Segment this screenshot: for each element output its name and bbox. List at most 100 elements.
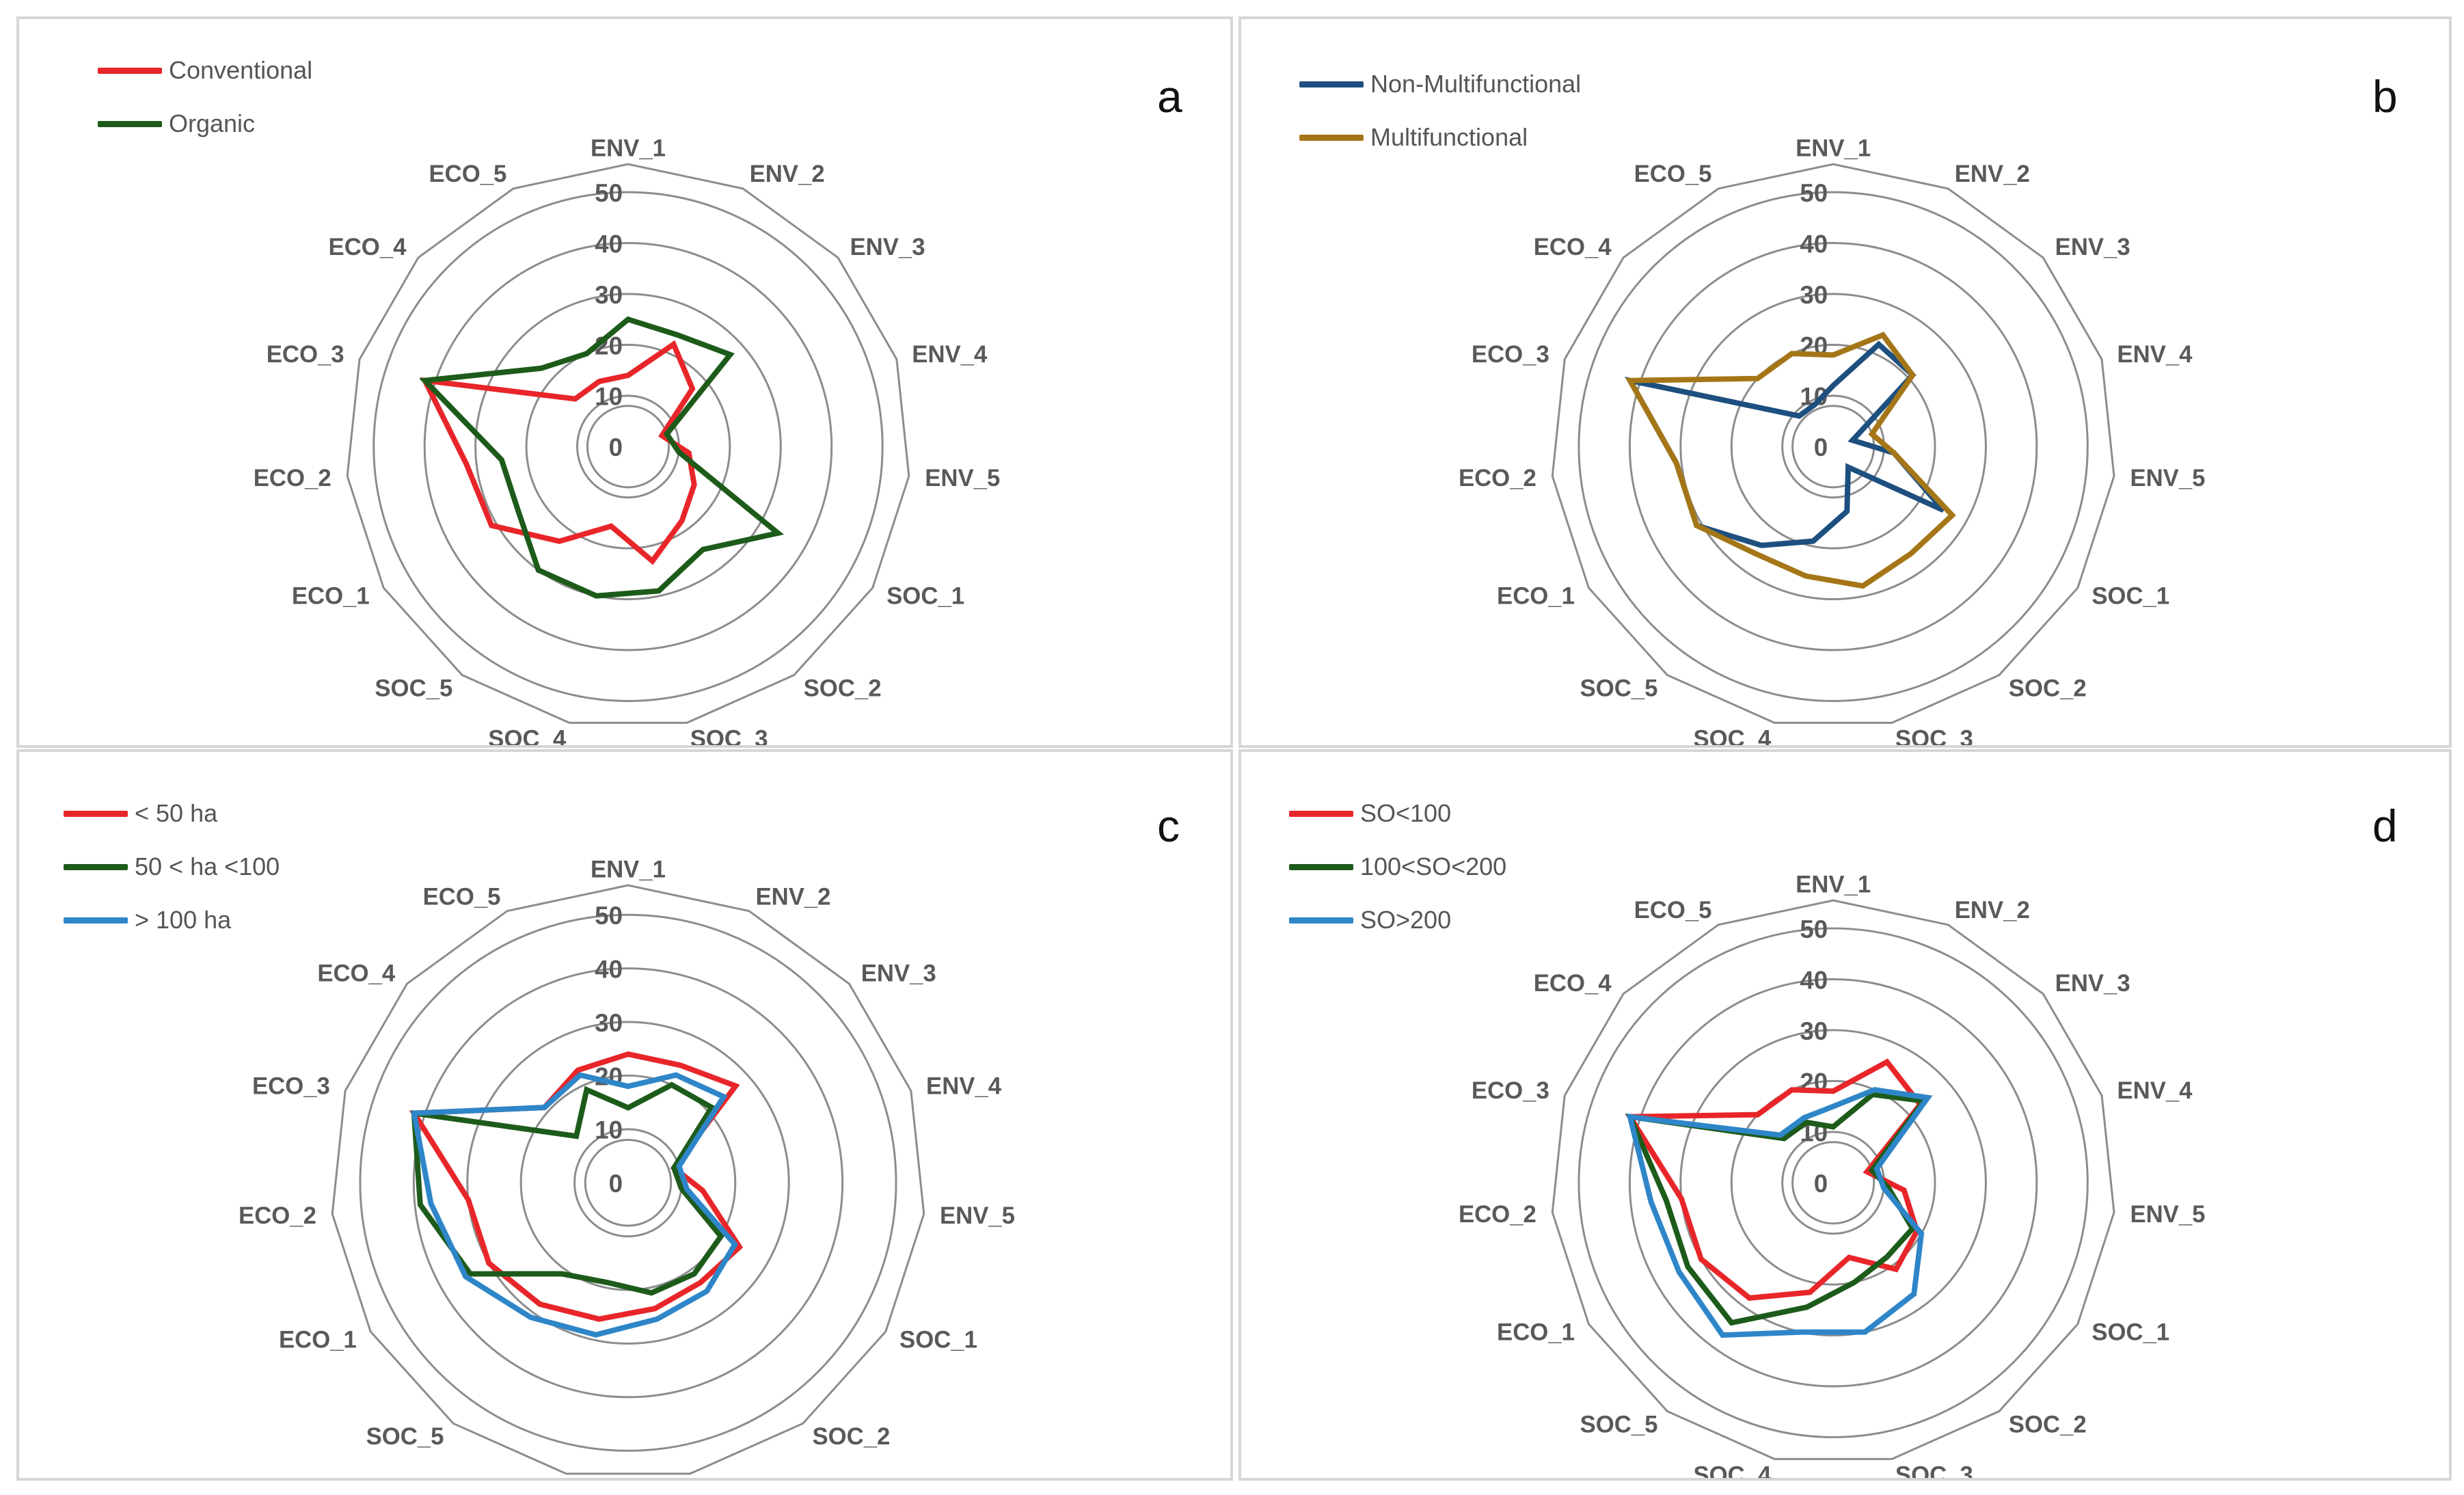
- legend-label-organic: Organic: [169, 109, 256, 137]
- radar-ring: [373, 191, 884, 702]
- legend-swatch-conventional: [98, 68, 162, 74]
- axis-label-env-5: ENV_5: [2130, 1202, 2205, 1228]
- axis-label-env-2: ENV_2: [1955, 898, 2030, 924]
- axis-label-soc-2: SOC_2: [804, 676, 882, 702]
- tick-label: 0: [1814, 1170, 1828, 1198]
- tick-label: 40: [595, 956, 623, 984]
- axis-label-soc-2: SOC_2: [812, 1424, 890, 1450]
- tick-label: 50: [1800, 915, 1828, 943]
- axis-label-eco-5: ECO_5: [423, 884, 501, 910]
- axis-label-env-3: ENV_3: [850, 234, 925, 260]
- axis-label-eco-1: ECO_1: [1497, 1320, 1575, 1346]
- legend-label-so-100-200: 100<SO<200: [1360, 852, 1507, 880]
- axis-label-soc-1: SOC_1: [2091, 584, 2169, 610]
- axis-label-soc-5: SOC_5: [1580, 676, 1658, 702]
- axis-label-env-4: ENV_4: [2117, 342, 2193, 368]
- axis-label-soc-5: SOC_5: [1580, 1412, 1658, 1438]
- radar-ring: [576, 394, 680, 499]
- tick-label: 50: [595, 179, 623, 207]
- tick-label: 10: [595, 1116, 623, 1144]
- axis-label-env-4: ENV_4: [912, 342, 988, 368]
- radar-grid-d: [1551, 899, 2115, 1460]
- legend-swatch-over-100ha: [64, 917, 128, 924]
- tick-label: 30: [1800, 281, 1828, 309]
- axis-label-soc-5: SOC_5: [366, 1424, 444, 1450]
- axis-label-env-2: ENV_2: [1955, 161, 2030, 187]
- legend-label-conventional: Conventional: [169, 56, 313, 84]
- axis-label-env-3: ENV_3: [861, 960, 936, 986]
- axis-label-eco-4: ECO_4: [329, 234, 407, 260]
- legend-swatch-50-100ha: [64, 864, 128, 870]
- axis-label-env-4: ENV_4: [2117, 1078, 2193, 1104]
- axis-label-soc-3: SOC_3: [690, 726, 768, 745]
- legend-label-under-50ha: < 50 ha: [135, 799, 218, 827]
- legend-swatch-so-over-200: [1289, 917, 1353, 924]
- tick-label: 0: [1814, 433, 1828, 461]
- radar-ring: [474, 293, 782, 601]
- axis-label-soc-3: SOC_3: [1895, 726, 1973, 745]
- tick-label: 40: [1800, 230, 1828, 258]
- axis-label-eco-4: ECO_4: [1534, 971, 1612, 997]
- axis-label-soc-2: SOC_2: [2009, 676, 2087, 702]
- legend-label-so-over-200: SO>200: [1360, 906, 1452, 934]
- radar-ring: [412, 967, 844, 1399]
- axis-label-soc-4: SOC_4: [1693, 726, 1772, 745]
- radar-ring: [1628, 242, 2038, 651]
- radar-outer-frame: [346, 163, 910, 724]
- legend-label-50-100ha: 50 < ha <100: [135, 852, 280, 880]
- axis-label-env-1: ENV_1: [1796, 872, 1871, 898]
- tick-label: 10: [595, 383, 623, 411]
- radar-chart-a: 01020304050ENV_1ENV_2ENV_3ENV_4ENV_5SOC_…: [254, 135, 1001, 745]
- radar-panel-a: 0 10 20 30 40 50 ENV_1 ENV_2 ENV_3 ENV_4 ENV_5 SOC_…: [16, 16, 1233, 748]
- radar-ring: [1730, 1079, 1936, 1286]
- axis-label-soc-5: SOC_5: [375, 676, 452, 702]
- axis-label-eco-5: ECO_5: [1634, 161, 1712, 187]
- panel-letter-d: d: [2372, 800, 2398, 851]
- axis-label-eco-5: ECO_5: [429, 161, 506, 187]
- axis-label-eco-1: ECO_1: [292, 584, 370, 610]
- series-conventional-line: [420, 340, 697, 565]
- tick-label: 30: [595, 1009, 623, 1037]
- tick-label: 50: [595, 902, 623, 930]
- axis-label-env-1: ENV_1: [591, 857, 666, 883]
- axis-label-eco-5: ECO_5: [1634, 898, 1712, 924]
- radar-panel-c: 0 10 20 30 40 50 ENV_1 ENV_2 ENV_3 ENV_4 ENV_5 SOC_…: [16, 749, 1233, 1481]
- axis-label-soc-4: SOC_4: [488, 726, 567, 745]
- axis-label-env-3: ENV_3: [2055, 234, 2130, 260]
- radar-axis-labels-c: ENV_1 ENV_2 ENV_3 ENV_4 ENV_5 SOC_1 SOC_2 SOC_3…: [239, 857, 1015, 1478]
- tick-label: 50: [1800, 179, 1828, 207]
- axis-label-eco-3: ECO_3: [1472, 1078, 1549, 1104]
- series-non-multifunctional-line: [1625, 340, 1946, 548]
- axis-label-soc-1: SOC_1: [899, 1327, 977, 1353]
- legend-label-non-multifunctional: Non-Multifunctional: [1370, 70, 1582, 98]
- radar-outer-frame: [1551, 163, 2115, 724]
- radar-ring: [423, 242, 833, 651]
- axis-label-env-1: ENV_1: [591, 135, 666, 161]
- tick-label: 0: [609, 433, 623, 461]
- axis-label-env-5: ENV_5: [925, 466, 1000, 491]
- radar-ring: [1781, 1131, 1886, 1235]
- radar-ring: [1730, 343, 1936, 550]
- legend-label-multifunctional: Multifunctional: [1370, 123, 1528, 151]
- tick-label: 0: [609, 1170, 623, 1198]
- axis-label-soc-2: SOC_2: [2009, 1412, 2087, 1438]
- radar-ring: [1791, 1141, 1876, 1225]
- series-so-200-line: [1626, 1087, 1933, 1338]
- radar-grid-c: [331, 884, 925, 1475]
- radar-chart-d: 01020304050ENV_1ENV_2ENV_3ENV_4ENV_5SOC_…: [1459, 872, 2206, 1478]
- radar-axis-labels-d: ENV_1 ENV_2 ENV_3 ENV_4 ENV_5 SOC_1 SOC_2 SOC_3…: [1459, 872, 2206, 1478]
- axis-label-env-3: ENV_3: [2055, 971, 2130, 997]
- axis-label-env-4: ENV_4: [926, 1073, 1002, 1099]
- radar-panel-d: 0 10 20 30 40 50 ENV_1 ENV_2 ENV_3 ENV_4 ENV_5 SOC_…: [1238, 749, 2452, 1481]
- axis-label-eco-3: ECO_3: [267, 342, 344, 368]
- legend-swatch-organic: [98, 121, 162, 127]
- axis-label-eco-2: ECO_2: [254, 466, 331, 491]
- tick-label: 30: [1800, 1017, 1828, 1045]
- radar-ring: [466, 1021, 790, 1345]
- series-100-so-200-line: [1625, 1091, 1930, 1326]
- axis-label-soc-4: SOC_4: [1693, 1462, 1772, 1478]
- series-multifunctional-line: [1625, 332, 1956, 589]
- axis-label-eco-4: ECO_4: [1534, 234, 1612, 260]
